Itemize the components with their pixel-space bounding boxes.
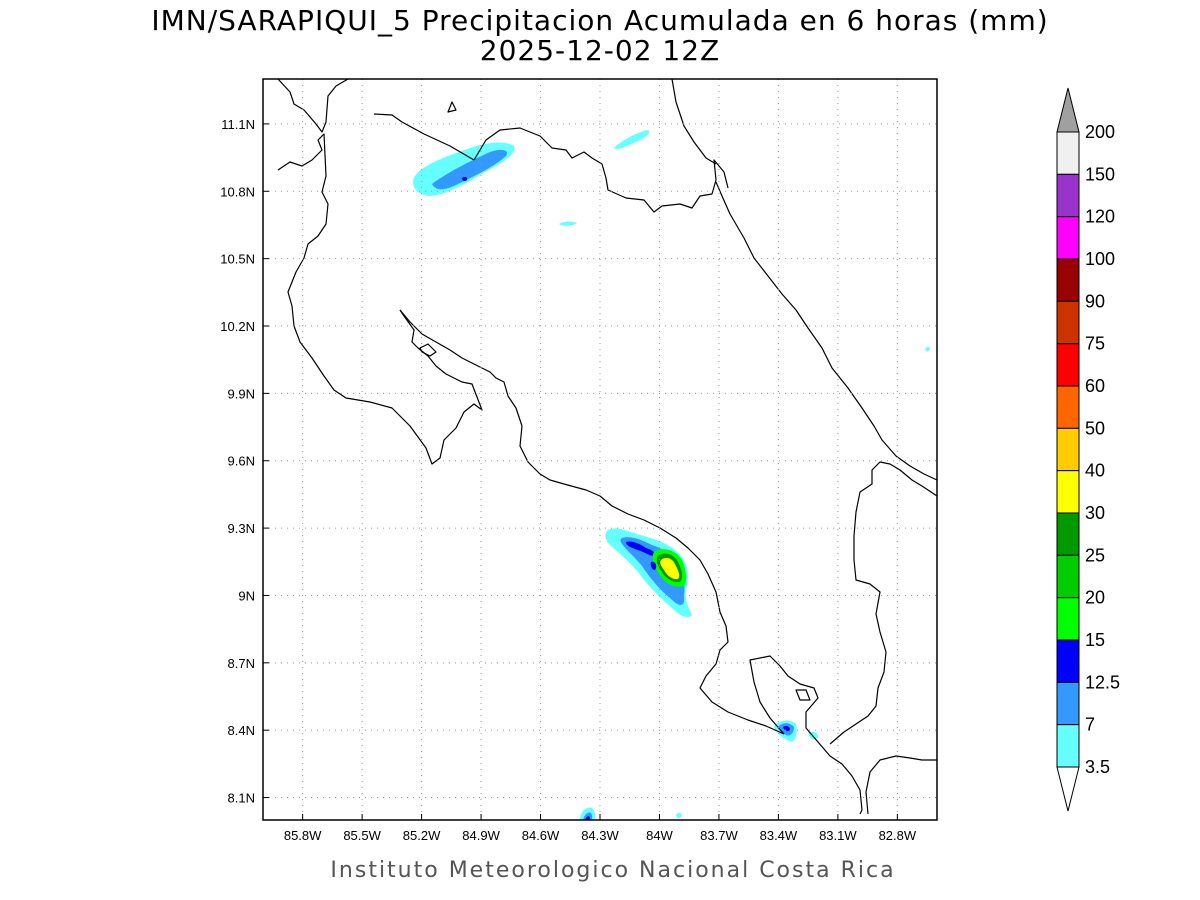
precip-south-12-5 (585, 816, 590, 820)
y-tick-label: 8.7N (228, 656, 255, 671)
map-subtitle: 2025-12-02 12Z (480, 34, 720, 67)
x-tick-label: 84.6W (522, 828, 560, 843)
legend-color-swatch (1056, 724, 1080, 768)
legend-label: 50 (1085, 418, 1105, 438)
x-axis: 85.8W 85.5W 85.2W 84.9W 84.6W 84.3W 84W 83.7W 83… (284, 814, 917, 843)
x-tick-label: 83.1W (819, 828, 857, 843)
legend-label: 40 (1085, 461, 1105, 481)
precip-talamanca-blue-spot (650, 561, 657, 570)
pacific-northwest-coast (277, 133, 483, 465)
legend-color-swatch (1056, 343, 1080, 387)
pacific-central-coast (399, 309, 785, 735)
san-juan-river (473, 127, 729, 213)
legend-label: 15 (1085, 630, 1105, 650)
nicaragua-lake-shore (277, 78, 349, 133)
x-tick-label: 85.2W (403, 828, 441, 843)
precip-talamanca-40 (660, 557, 680, 580)
precip-osa-patch (774, 720, 818, 742)
precipitation-shading (413, 130, 930, 820)
legend-color-swatch (1056, 385, 1080, 429)
caribbean-coast (715, 181, 938, 481)
legend-color-swatch (1056, 173, 1080, 218)
legend-color-swatch (1056, 470, 1080, 514)
precip-caribbean-north-patch (614, 130, 650, 149)
panama-border (865, 755, 937, 815)
legend-label: 150 (1085, 164, 1115, 184)
precip-south-edge-patch (580, 807, 682, 820)
precip-south-dot (676, 812, 682, 819)
precip-east-edge-patch (925, 346, 930, 352)
legend-color-swatch (1056, 554, 1080, 599)
legend-top-arrow (1056, 87, 1080, 133)
legend-color-swatch (1056, 258, 1080, 302)
y-tick-label: 8.1N (228, 791, 255, 806)
y-axis: 11.1N 10.8N 10.5N 10.2N 9.9N 9.6N 9.3N 9N 8.7N 8.… (220, 117, 269, 806)
institution-footer: Instituto Meteorologico Nacional Costa R… (330, 858, 895, 883)
precip-north-plume-dot (462, 176, 468, 182)
x-tick-label: 84.9W (462, 828, 500, 843)
precip-north-plume-core (432, 149, 508, 190)
y-tick-label: 8.4N (228, 723, 255, 738)
y-tick-label: 9.9N (228, 386, 255, 401)
legend-label: 3.5 (1085, 757, 1110, 777)
y-tick-label: 10.5N (220, 252, 255, 267)
legend-color-swatch (1056, 512, 1080, 556)
precip-central-patch (559, 221, 577, 226)
legend-color-swatch (1056, 216, 1080, 260)
x-tick-label: 84W (646, 828, 673, 843)
precip-talamanca-12-5 (626, 541, 655, 556)
plot-area (262, 78, 938, 821)
plot-background (263, 79, 937, 820)
legend-label: 7 (1085, 715, 1095, 735)
y-tick-label: 9N (238, 588, 255, 603)
legend-label: 25 (1085, 545, 1105, 565)
y-tick-label: 10.8N (220, 184, 255, 199)
legend-label: 90 (1085, 291, 1105, 311)
y-tick-label: 11.1N (221, 117, 255, 132)
precip-osa-12-5 (783, 726, 790, 731)
gulf-island (419, 343, 437, 357)
x-tick-label: 84.3W (581, 828, 619, 843)
precip-talamanca-max (605, 528, 692, 618)
coastlines (277, 78, 938, 815)
legend-label: 120 (1085, 207, 1115, 227)
legend-color-swatch (1056, 131, 1080, 175)
legend-label: 75 (1085, 334, 1105, 354)
nicaragua-east-coast (671, 78, 717, 165)
x-tick-label: 83.7W (700, 828, 738, 843)
golfito-coast (829, 461, 938, 745)
y-tick-label: 10.2N (220, 319, 255, 334)
legend-label: 200 (1085, 122, 1115, 142)
legend-color-swatch (1056, 681, 1080, 726)
legend-color-swatch (1056, 300, 1080, 345)
map-title: IMN/SARAPIQUI_5 Precipitacion Acumulada … (151, 4, 1048, 37)
y-tick-label: 9.3N (228, 521, 255, 536)
y-tick-label: 9.6N (228, 454, 255, 469)
legend-label: 60 (1085, 376, 1105, 396)
grid-lines (263, 79, 937, 820)
legend-label: 30 (1085, 503, 1105, 523)
legend-label: 20 (1085, 588, 1105, 608)
legend-color-swatch (1056, 427, 1080, 472)
legend-label: 12.5 (1085, 672, 1120, 692)
x-tick-label: 82.8W (879, 828, 917, 843)
x-tick-label: 83.4W (760, 828, 798, 843)
osa-west-coast (795, 689, 811, 701)
osa-peninsula (749, 655, 863, 815)
color-legend: 200 150 120 100 90 75 60 50 40 30 25 20 15 12.5 7 3.5 (1056, 87, 1120, 812)
legend-color-swatch (1056, 597, 1080, 641)
legend-color-swatch (1056, 639, 1080, 683)
x-tick-label: 85.8W (284, 828, 322, 843)
small-island-north (447, 101, 457, 113)
legend-bottom-arrow (1056, 766, 1080, 812)
nicaragua-border (373, 113, 475, 161)
x-tick-label: 85.5W (343, 828, 381, 843)
legend-label: 100 (1085, 249, 1115, 269)
